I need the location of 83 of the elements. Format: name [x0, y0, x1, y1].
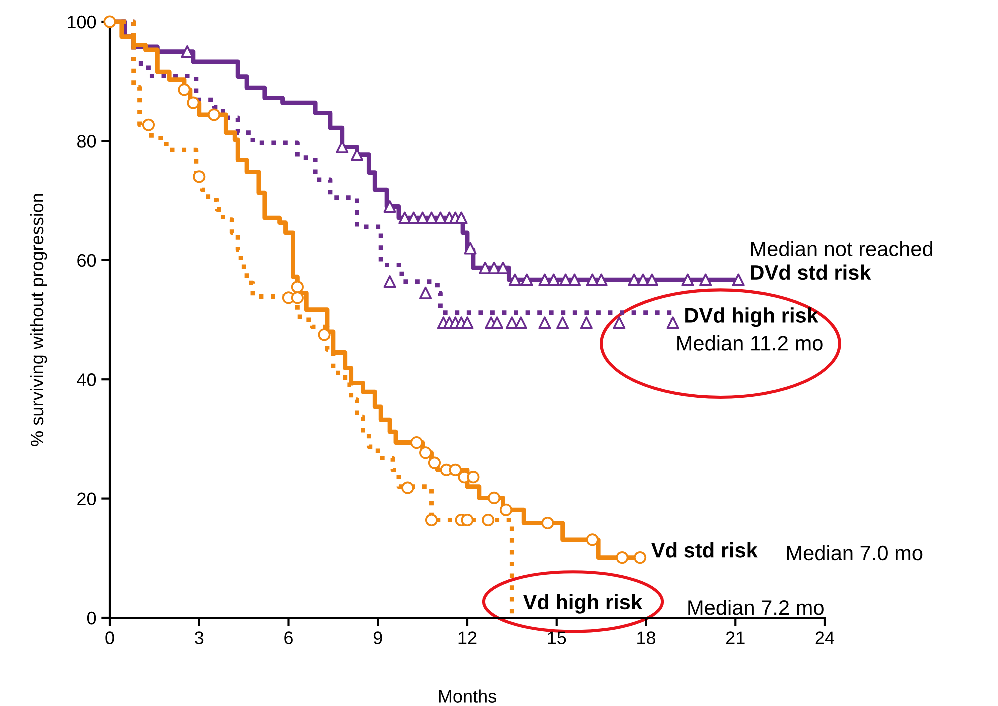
series-label: DVd std risk — [751, 264, 872, 280]
point — [580, 316, 593, 330]
point — [556, 316, 570, 330]
point — [538, 316, 552, 330]
point — [398, 212, 412, 224]
point — [666, 316, 680, 330]
point — [646, 274, 658, 286]
point — [488, 492, 501, 504]
y-tick-label: 80 — [78, 135, 96, 148]
point — [636, 274, 650, 286]
point — [434, 212, 447, 224]
point — [732, 274, 745, 286]
point — [187, 96, 200, 110]
point — [402, 482, 414, 494]
point — [514, 316, 528, 330]
point — [420, 286, 432, 300]
point — [634, 552, 647, 564]
point — [461, 514, 474, 527]
point — [449, 464, 462, 476]
point — [425, 514, 438, 527]
point — [628, 274, 641, 286]
point — [291, 280, 304, 294]
point — [700, 274, 712, 286]
series-label: DVd high risk — [686, 308, 818, 328]
point — [538, 274, 552, 286]
x-tick-label: 6 — [284, 632, 293, 644]
point — [467, 471, 480, 484]
point — [461, 316, 474, 330]
point — [291, 292, 304, 304]
point — [384, 200, 396, 214]
point — [508, 274, 522, 286]
x-axis-title: Months — [439, 690, 496, 703]
point — [500, 504, 513, 516]
point — [178, 84, 191, 96]
series-label: Vd std risk — [652, 542, 758, 558]
series-label: Vd high risk — [523, 594, 643, 614]
y-tick-label: 60 — [78, 254, 96, 268]
point — [506, 316, 518, 330]
point — [520, 274, 534, 286]
point — [425, 212, 438, 224]
x-tick-label: 21 — [726, 632, 745, 644]
x-tick-label: 15 — [548, 632, 566, 644]
y-tick-label: 100 — [68, 16, 96, 29]
point — [455, 212, 468, 224]
annotation: Median not reached — [751, 241, 933, 257]
x-tick-label: 9 — [374, 632, 382, 644]
point — [548, 274, 560, 286]
x-tick-label: 18 — [638, 632, 656, 644]
y-tick-label: 20 — [78, 492, 96, 506]
point — [384, 276, 396, 288]
point — [482, 514, 495, 527]
point — [682, 274, 694, 286]
point — [464, 242, 477, 255]
point — [410, 436, 424, 450]
point — [595, 274, 608, 286]
x-tick-label: 0 — [106, 632, 114, 644]
point — [208, 108, 221, 122]
point — [488, 262, 501, 274]
point — [416, 212, 430, 224]
y-axis-title: % surviving without progression — [30, 194, 48, 446]
point — [542, 516, 554, 530]
point — [586, 534, 599, 546]
point — [491, 316, 504, 330]
point — [613, 316, 626, 330]
point — [568, 274, 582, 286]
point — [318, 328, 331, 342]
x-tick-label: 12 — [458, 632, 477, 644]
annotation: Median 7.2 mo — [688, 600, 824, 616]
point — [479, 262, 492, 274]
point — [616, 552, 629, 564]
point — [193, 170, 206, 184]
point — [142, 118, 156, 132]
annotation: Median 7.0 mo — [787, 545, 923, 561]
point — [408, 212, 420, 224]
point — [428, 456, 442, 470]
point — [560, 274, 572, 286]
y-tick-label: 0 — [87, 612, 96, 625]
y-tick-label: 40 — [77, 374, 96, 386]
point — [420, 446, 432, 460]
x-tick-label: 3 — [195, 632, 204, 644]
point — [586, 274, 599, 286]
x-tick-label: 24 — [816, 632, 835, 644]
annotation: Median 11.2 mo — [678, 336, 823, 351]
